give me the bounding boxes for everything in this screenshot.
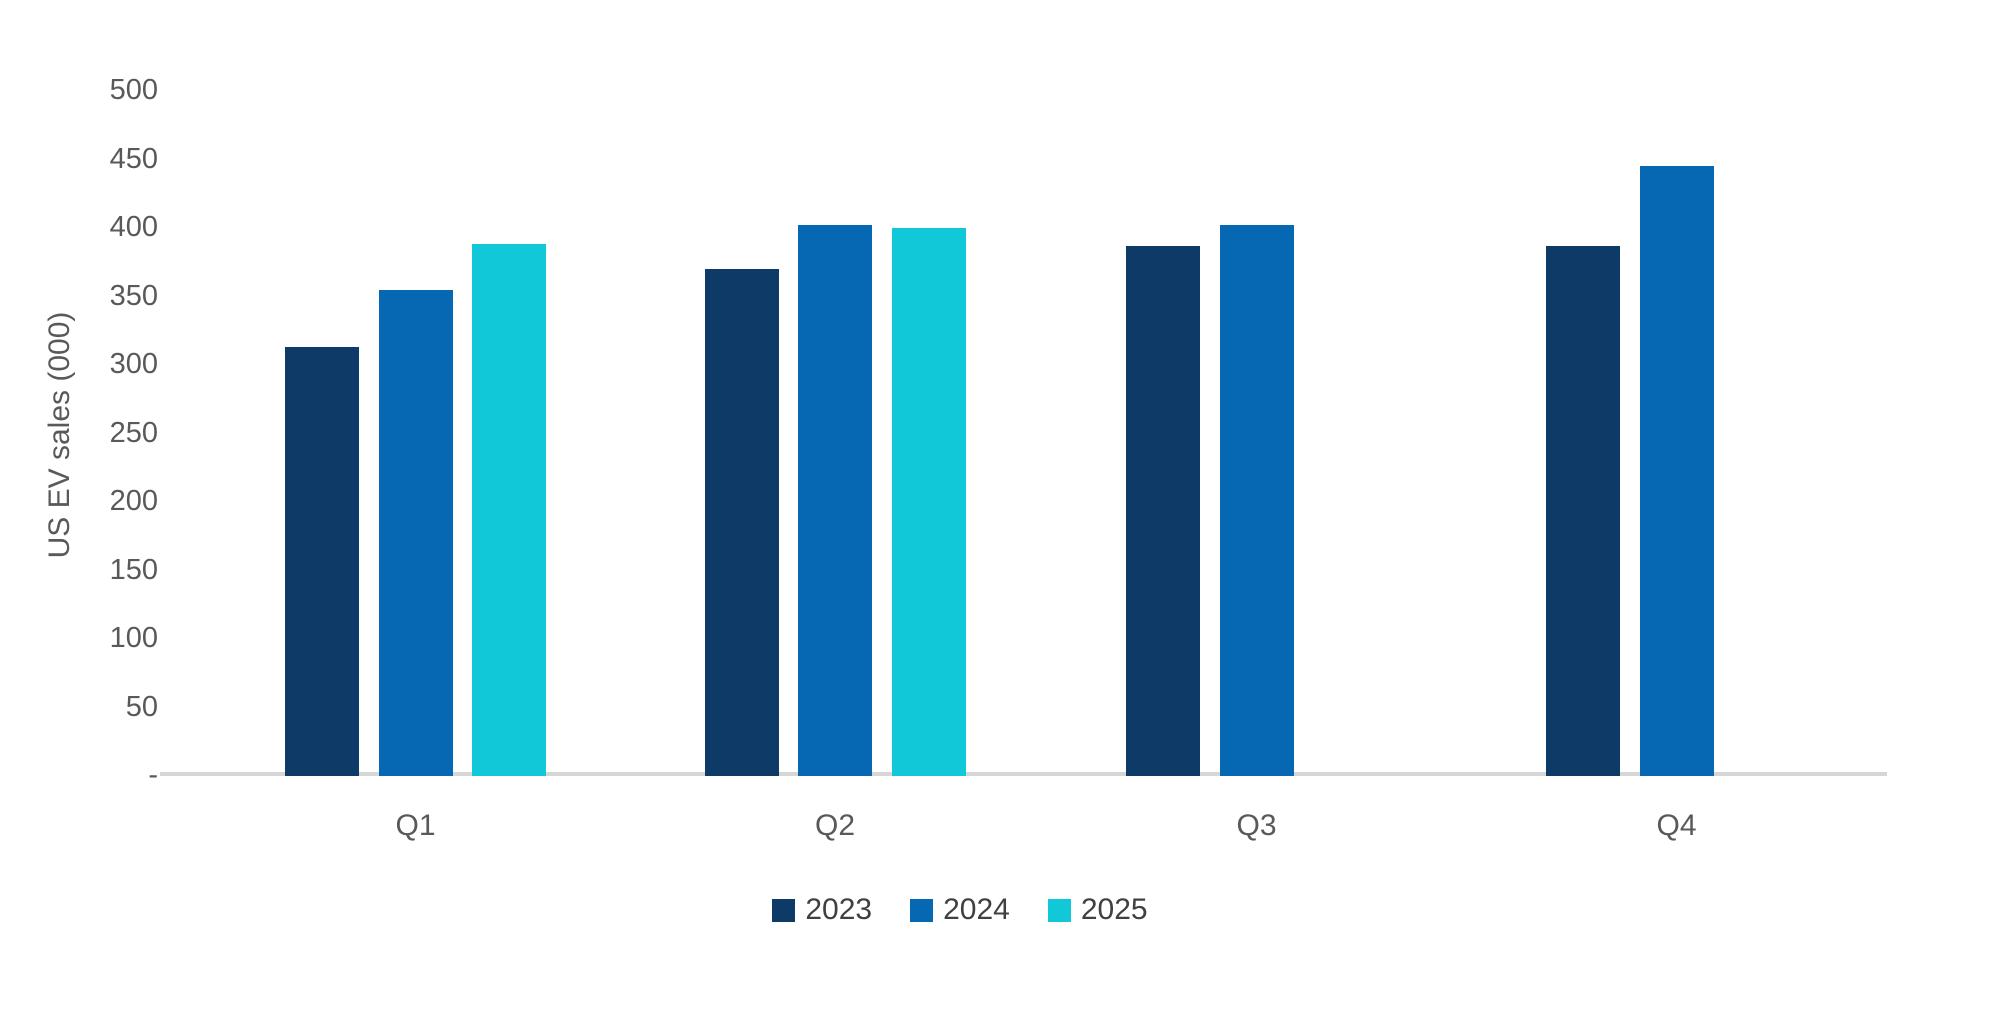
legend-swatch-icon xyxy=(772,898,796,922)
x-axis-label-q1: Q1 xyxy=(395,809,436,842)
y-axis-tick-label: 500 xyxy=(109,74,158,106)
legend-swatch-icon xyxy=(1047,898,1071,922)
y-axis-tick-label: 400 xyxy=(109,211,158,243)
y-axis-tick-label: 150 xyxy=(109,553,158,586)
legend-label: 2023 xyxy=(805,893,873,926)
bar-q2-2025 xyxy=(891,228,966,776)
x-axis-label-q2: Q2 xyxy=(814,809,856,842)
legend-label: 2024 xyxy=(943,893,1010,926)
bar-q2-2024 xyxy=(798,225,872,776)
y-axis-tick-label: 50 xyxy=(125,690,158,723)
y-axis-tick-label: 350 xyxy=(109,279,158,312)
y-axis-tick-label: 450 xyxy=(109,142,158,175)
y-axis-tick-label: 300 xyxy=(109,348,158,380)
bar-q4-2024 xyxy=(1639,166,1714,776)
y-axis-tick-label: 200 xyxy=(109,485,158,517)
legend-item-2024: 2024 xyxy=(910,893,1010,927)
bar-q1-2025 xyxy=(472,244,546,776)
bar-q1-2024 xyxy=(378,289,453,776)
bar-q3-2023 xyxy=(1126,245,1200,776)
legend-item-2023: 2023 xyxy=(772,893,872,927)
bar-q1-2023 xyxy=(285,347,359,776)
y-axis-tick-label: 100 xyxy=(109,622,158,654)
legend-label: 2025 xyxy=(1080,893,1148,926)
x-axis-line xyxy=(160,772,1887,776)
legend-swatch-icon xyxy=(910,898,934,922)
bar-q2-2023 xyxy=(704,269,779,776)
bar-q4-2023 xyxy=(1546,245,1620,776)
x-axis-label-q3: Q3 xyxy=(1236,809,1277,842)
legend-item-2025: 2025 xyxy=(1047,893,1148,927)
legend: 2023 2024 2025 xyxy=(0,893,1960,927)
y-axis-tick-label: - xyxy=(148,759,158,791)
y-axis-tick-label: 250 xyxy=(109,416,158,449)
x-axis-label-q4: Q4 xyxy=(1656,809,1697,842)
bar-q3-2024 xyxy=(1219,225,1294,776)
